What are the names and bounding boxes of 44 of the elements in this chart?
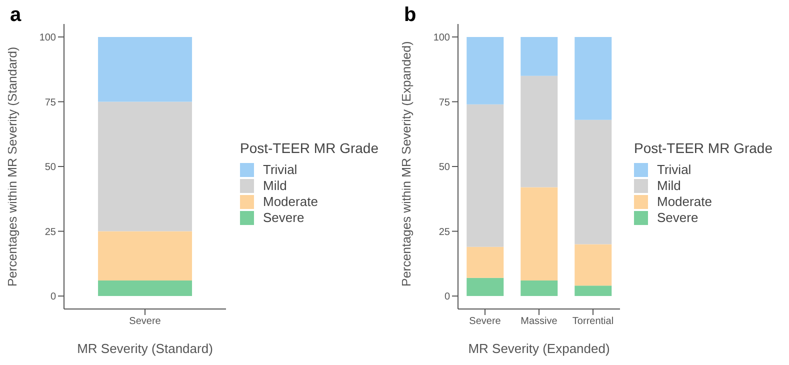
bar bbox=[466, 246, 504, 278]
x-axis-title: MR Severity (Standard) bbox=[77, 341, 213, 356]
legend-label: Severe bbox=[263, 210, 304, 225]
chart-title: b bbox=[404, 4, 416, 27]
y-tick-label: 100 bbox=[433, 32, 450, 44]
bar bbox=[574, 120, 612, 244]
bar bbox=[98, 36, 192, 102]
legend-label: Trivial bbox=[657, 162, 692, 177]
bar bbox=[466, 36, 504, 104]
y-tick-label: 100 bbox=[39, 32, 56, 44]
bar bbox=[466, 278, 504, 296]
legend-label: Mild bbox=[263, 178, 287, 193]
chart-title: a bbox=[10, 4, 22, 27]
legend-label: Moderate bbox=[657, 194, 712, 209]
bar bbox=[98, 280, 192, 296]
legend-label: Severe bbox=[657, 210, 698, 225]
bar bbox=[466, 104, 504, 247]
x-tick-label: Torrential bbox=[572, 316, 614, 328]
y-tick-label: 25 bbox=[438, 226, 450, 238]
x-tick-label: Severe bbox=[469, 316, 502, 328]
legend-label: Trivial bbox=[263, 162, 298, 177]
y-tick-label: 50 bbox=[438, 162, 450, 174]
bar bbox=[98, 102, 192, 232]
y-tick-label: 25 bbox=[44, 226, 56, 238]
bar bbox=[520, 76, 558, 188]
bar bbox=[574, 244, 612, 286]
x-tick-label: Severe bbox=[129, 316, 162, 328]
bar bbox=[98, 231, 192, 280]
legend-title: Post-TEER MR Grade bbox=[634, 140, 774, 156]
x-tick-label: Massive bbox=[520, 316, 558, 328]
y-tick-label: 75 bbox=[44, 97, 56, 108]
legend-label: Moderate bbox=[263, 194, 318, 209]
y-tick-label: 0 bbox=[444, 292, 450, 303]
legend-title: Post-TEER MR Grade bbox=[240, 140, 380, 156]
bar bbox=[520, 280, 558, 296]
bar bbox=[574, 36, 612, 120]
bar bbox=[574, 286, 612, 296]
y-tick-label: 75 bbox=[438, 97, 450, 108]
legend-label: Mild bbox=[657, 178, 681, 193]
x-axis-title: MR Severity (Expanded) bbox=[468, 341, 610, 356]
bar bbox=[520, 36, 558, 76]
y-tick-label: 50 bbox=[44, 162, 56, 174]
y-tick-label: 0 bbox=[50, 292, 56, 303]
bar bbox=[520, 187, 558, 280]
